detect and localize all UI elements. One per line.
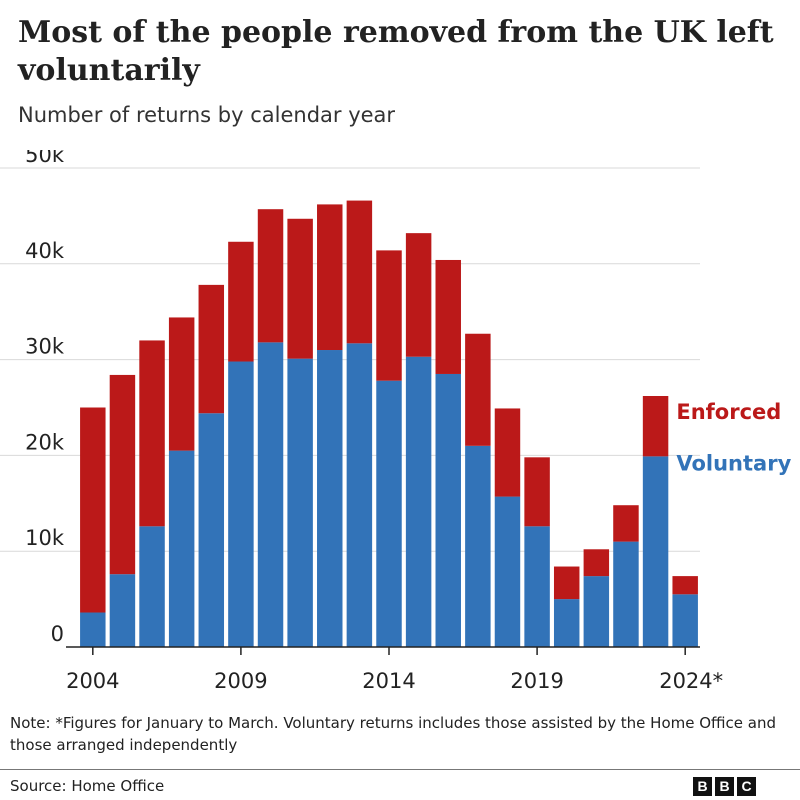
bar-enforced-2021: [583, 549, 610, 577]
bar-voluntary-2010: [257, 342, 284, 647]
bar-voluntary-2019: [524, 526, 550, 647]
chart-subtitle: Number of returns by calendar year: [18, 103, 396, 127]
bar-voluntary-2015: [405, 356, 432, 647]
bar-enforced-2005: [109, 374, 136, 575]
bar-enforced-2016: [435, 259, 461, 374]
bar-voluntary-2009: [228, 361, 254, 647]
bar-voluntary-2016: [435, 373, 461, 647]
bar-enforced-2017: [465, 333, 491, 446]
footer-divider: [0, 769, 800, 770]
bar-enforced-2024: [672, 576, 698, 595]
y-tick-label: 10k: [25, 526, 65, 550]
y-tick-label: 20k: [25, 430, 65, 454]
bar-enforced-2012: [317, 204, 343, 351]
bar-voluntary-2005: [109, 574, 136, 647]
bar-voluntary-2020: [553, 599, 580, 647]
x-tick-label: 2009: [214, 669, 267, 693]
bar-enforced-2009: [228, 241, 254, 362]
bar-enforced-2019: [524, 457, 550, 527]
bbc-logo-letter: B: [693, 777, 712, 796]
bar-enforced-2008: [198, 284, 225, 414]
y-tick-label: 0: [51, 622, 64, 646]
bar-enforced-2023: [642, 396, 669, 457]
bar-enforced-2004: [80, 407, 106, 613]
bar-voluntary-2007: [168, 450, 195, 647]
y-tick-label: 50k: [25, 150, 65, 167]
bar-enforced-2020: [553, 566, 580, 600]
bar-voluntary-2004: [80, 612, 106, 647]
bbc-logo-letter: C: [737, 777, 756, 796]
bar-enforced-2013: [346, 200, 373, 344]
bar-enforced-2014: [376, 250, 402, 381]
legend-label-enforced: Enforced: [676, 400, 781, 424]
bar-enforced-2006: [139, 340, 165, 527]
bar-voluntary-2022: [613, 541, 639, 647]
bar-enforced-2022: [613, 505, 639, 542]
bar-enforced-2011: [287, 218, 313, 359]
bar-voluntary-2006: [139, 526, 165, 647]
y-tick-label: 30k: [25, 335, 65, 359]
x-tick-label: 2014: [362, 669, 415, 693]
x-tick-label: 2004: [66, 669, 119, 693]
bar-enforced-2018: [494, 408, 521, 497]
bar-voluntary-2014: [376, 380, 402, 647]
bar-enforced-2007: [168, 317, 195, 451]
bar-voluntary-2012: [317, 350, 343, 647]
stacked-bar-chart: 0 10k 20k 30k 40k 50k 2004 2009 2014 2019 2024* Vol…: [0, 150, 792, 693]
x-tick-label: 2019: [510, 669, 563, 693]
y-tick-label: 40k: [25, 239, 65, 263]
bar-voluntary-2023: [642, 456, 669, 647]
bar-enforced-2015: [405, 233, 432, 357]
bar-voluntary-2024: [672, 594, 698, 647]
legend-label-voluntary: Voluntary: [676, 451, 791, 475]
bar-voluntary-2021: [583, 576, 610, 647]
bbc-logo: B B C: [693, 777, 756, 796]
source-credit: Source: Home Office: [10, 777, 165, 795]
bar-voluntary-2013: [346, 343, 373, 647]
bar-enforced-2010: [257, 209, 284, 343]
bar-voluntary-2008: [198, 413, 225, 647]
chart-note: Note: *Figures for January to March. Vol…: [10, 714, 777, 754]
x-tick-label: 2024*: [659, 669, 723, 693]
bar-voluntary-2017: [465, 445, 491, 647]
bar-voluntary-2011: [287, 358, 313, 647]
bar-voluntary-2018: [494, 496, 521, 647]
chart-title: Most of the people removed from the UK l…: [18, 15, 774, 88]
bbc-logo-letter: B: [715, 777, 734, 796]
